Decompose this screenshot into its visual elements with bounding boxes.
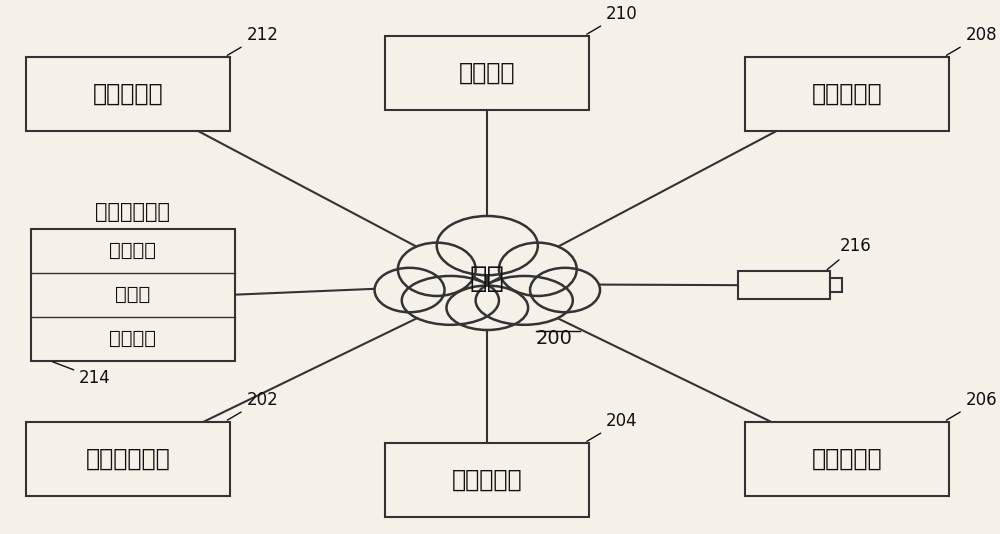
Text: 处理器: 处理器	[115, 285, 150, 304]
Ellipse shape	[375, 268, 445, 312]
Text: 210: 210	[587, 5, 638, 34]
Text: 216: 216	[827, 237, 871, 270]
Text: 可穿戴装置: 可穿戴装置	[812, 446, 882, 470]
Ellipse shape	[402, 276, 499, 325]
Bar	[830, 278, 842, 292]
Ellipse shape	[530, 268, 600, 312]
Bar	[385, 36, 589, 109]
Text: 台式计算机: 台式计算机	[452, 468, 523, 492]
Bar	[31, 229, 235, 361]
Text: 可变形计算机: 可变形计算机	[85, 446, 170, 470]
Text: 204: 204	[587, 412, 637, 441]
Bar	[745, 421, 949, 496]
Text: 206: 206	[946, 391, 997, 420]
Ellipse shape	[437, 216, 538, 275]
Text: 智能电视机: 智能电视机	[812, 82, 882, 106]
Text: 平板计算机: 平板计算机	[92, 82, 163, 106]
Text: 208: 208	[946, 26, 997, 56]
Text: 存储装置: 存储装置	[109, 241, 156, 260]
Ellipse shape	[476, 276, 573, 325]
Text: 因特网服务器: 因特网服务器	[95, 202, 170, 222]
Ellipse shape	[446, 286, 528, 330]
Text: 网络接口: 网络接口	[109, 329, 156, 348]
Text: 214: 214	[53, 362, 111, 387]
Bar	[26, 421, 230, 496]
Bar	[745, 57, 949, 131]
Text: 网络: 网络	[470, 265, 505, 293]
Bar	[738, 271, 830, 299]
Text: 212: 212	[227, 26, 278, 56]
Text: 202: 202	[227, 391, 278, 420]
Bar	[385, 443, 589, 517]
Text: 智能电话: 智能电话	[459, 61, 516, 84]
Text: 200: 200	[536, 329, 573, 348]
Ellipse shape	[499, 242, 577, 296]
Ellipse shape	[398, 242, 476, 296]
Bar	[26, 57, 230, 131]
